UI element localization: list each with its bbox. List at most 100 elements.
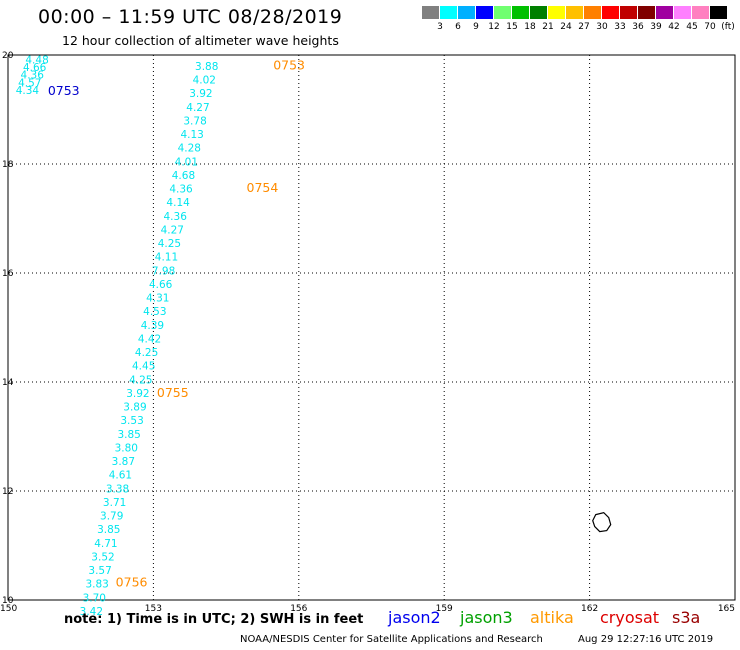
wave-height-value: 4.11 [155,252,178,264]
wave-height-value: 3.70 [83,592,106,604]
wave-height-value: 4.61 [109,470,132,482]
legend-swatch [638,6,655,19]
legend-label: 18 [524,22,536,32]
wave-height-value: 4.45 [132,361,155,373]
wave-height-value: 4.48 [25,54,48,66]
legend-swatch [548,6,565,19]
wave-height-value: 4.36 [21,70,45,82]
wave-height-value: 3.92 [189,88,212,100]
wave-height-value: 3.85 [97,524,120,536]
axis-ticks: 150 153 156 159 162 165 10 12 14 16 18 20 [0,51,735,614]
legend-swatch [494,6,511,19]
wave-height-value: 4.13 [180,129,203,141]
wave-height-value: 4.71 [94,538,117,550]
lon-tick-label: 150 [0,604,17,614]
wave-observations: 3.884.023.924.273.784.134.284.014.684.36… [16,54,219,618]
wave-height-value: 4.31 [146,293,169,305]
wave-height-value: 4.14 [166,197,190,209]
wave-height-value: 3.79 [100,511,123,523]
legend-swatch [458,6,475,19]
legend-label: 33 [614,22,626,32]
wave-height-value: 4.25 [135,347,158,359]
lon-tick-label: 159 [436,604,453,614]
wave-height-value: 4.01 [175,156,198,168]
legend-swatch [710,6,727,19]
legend-label: 3 [437,22,443,32]
satellite-name: cryosat [600,608,660,627]
lat-tick-label: 10 [2,596,14,606]
credit-text: NOAA/NESDIS Center for Satellite Applica… [240,634,543,645]
wave-height-value: 4.68 [172,170,195,182]
wave-height-value: 3.89 [123,402,146,414]
color-legend: 3 6 9 12 15 18 21 24 27 30 33 36 39 42 45 70 (ft) [422,6,735,38]
satellite-name: jason2 [388,608,441,627]
legend-swatch [692,6,709,19]
lat-tick-label: 14 [2,378,14,388]
pass-time-label: 0755 [157,385,189,400]
wave-height-value: 4.25 [129,374,152,386]
wave-height-value: 4.53 [143,306,166,318]
lon-tick-label: 162 [581,604,598,614]
legend-label: 21 [542,22,554,32]
wave-height-value: 3.42 [80,606,103,618]
lon-tick-label: 165 [718,604,735,614]
wave-height-value: 4.27 [186,102,209,114]
map-subtitle: 12 hour collection of altimeter wave hei… [62,33,339,48]
legend-label: 30 [596,22,608,32]
wave-height-value: 3.57 [88,565,111,577]
wave-height-value: 3.85 [117,429,140,441]
legend-swatch [512,6,529,19]
generated-timestamp: Aug 29 12:27:16 UTC 2019 [578,634,714,645]
wave-height-value: 3.80 [115,442,138,454]
legend-swatch [584,6,601,19]
wave-height-value: 3.83 [85,579,108,591]
legend-label: 9 [473,22,479,32]
wave-height-value: 4.25 [158,238,181,250]
legend-swatch [530,6,547,19]
legend-label: 45 [686,22,698,32]
legend-label: 6 [455,22,461,32]
grid-lines [7,54,736,601]
lat-tick-label: 16 [2,269,14,279]
legend-label: 39 [650,22,662,32]
legend-label: 27 [578,22,590,32]
wave-height-value: 4.34 [16,85,40,97]
footer-note: note: 1) Time is in UTC; 2) SWH is in fe… [64,612,364,627]
satellite-name: jason3 [460,608,513,627]
legend-swatch [476,6,493,19]
wave-height-value: 3.88 [195,61,218,73]
wave-height-value: 4.36 [169,184,193,196]
wave-height-value: 3.71 [103,497,126,509]
wave-height-value: 3.38 [106,483,129,495]
lon-tick-label: 156 [290,604,307,614]
legend-swatch [674,6,691,19]
wave-height-value: 7.98 [152,265,175,277]
wave-height-value: 4.28 [178,143,201,155]
wave-height-value: 3.52 [91,551,114,563]
wave-height-value: 4.66 [149,279,173,291]
legend-swatch [602,6,619,19]
legend-swatch [440,6,457,19]
legend-swatch [656,6,673,19]
pass-time-label: 0756 [116,574,148,589]
map-frame [7,54,736,601]
wave-height-value: 3.92 [126,388,149,400]
legend-label: (ft) [721,22,735,32]
island-coastline [592,511,612,533]
lat-tick-label: 18 [2,160,14,170]
lon-tick-label: 153 [145,604,162,614]
pass-time-label: 0753 [48,83,80,98]
satellite-name: s3a [672,608,701,627]
legend-swatch [566,6,583,19]
legend-label: 15 [506,22,518,32]
pass-time-label: 0754 [247,180,279,195]
wave-height-value: 3.78 [183,115,206,127]
wave-height-value: 4.66 [23,62,47,74]
time-labels: 0753 0753 0754 0755 0756 [48,57,305,589]
wave-height-value: 4.39 [141,320,164,332]
legend-label: 24 [560,22,572,32]
wave-height-value: 4.36 [164,211,188,223]
wave-height-value: 4.42 [138,333,161,345]
legend-label: 12 [488,22,500,32]
satellite-name: altika [530,608,574,627]
